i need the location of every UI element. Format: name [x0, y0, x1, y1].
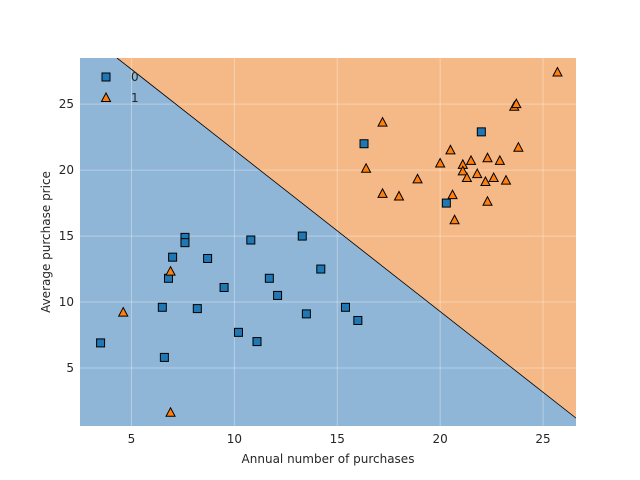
data-point-class-1: [500, 174, 512, 185]
data-point-class-0: [192, 304, 202, 314]
legend-label-class-1: 1: [131, 91, 139, 105]
data-point-class-0: [168, 252, 178, 262]
legend: 01: [100, 70, 139, 105]
data-point-class-0: [441, 198, 451, 208]
data-point-class-1: [393, 190, 405, 201]
data-point-class-1: [461, 171, 473, 183]
data-point-class-0: [273, 290, 283, 300]
data-point-class-0: [252, 337, 262, 347]
x-tick-label: 20: [433, 432, 448, 446]
data-point-class-1: [377, 187, 388, 198]
data-point-class-0: [157, 302, 167, 312]
legend-label-class-0: 0: [131, 70, 139, 84]
data-point-class-1: [445, 144, 456, 155]
data-point-class-0: [233, 327, 243, 337]
data-point-class-1: [449, 214, 460, 225]
data-point-class-1: [510, 98, 522, 109]
data-point-class-1: [117, 306, 129, 317]
legend-marker-class-1: [100, 91, 112, 102]
data-point-class-0: [180, 238, 190, 248]
data-point-class-1: [488, 171, 500, 183]
data-point-class-1: [457, 165, 469, 176]
data-point-class-0: [159, 352, 169, 362]
data-point-class-1: [377, 116, 388, 127]
y-tick-label: 20: [59, 163, 74, 177]
data-point-class-1: [412, 173, 423, 184]
x-axis-label: Annual number of purchases: [242, 452, 415, 466]
data-point-class-0: [301, 309, 311, 319]
data-point-class-0: [297, 231, 307, 241]
data-point-class-1: [552, 66, 563, 77]
y-axis-label: Average purchase price: [39, 171, 53, 313]
data-point-class-0: [219, 283, 229, 293]
data-point-class-1: [165, 265, 176, 276]
data-point-class-1: [480, 175, 491, 186]
data-point-class-0: [96, 338, 106, 348]
data-point-class-1: [494, 154, 506, 165]
data-point-class-1: [465, 154, 477, 165]
x-tick-label: 5: [128, 432, 136, 446]
y-axis-ticks: 5 10 15 20 25: [59, 97, 74, 375]
x-tick-label: 25: [535, 432, 550, 446]
y-tick-label: 15: [59, 229, 74, 243]
y-tick-label: 10: [59, 295, 74, 309]
data-point-class-1: [482, 152, 493, 163]
data-point-class-1: [471, 168, 483, 179]
data-point-class-1: [165, 406, 176, 417]
data-point-class-0: [476, 127, 486, 137]
data-point-class-1: [360, 162, 372, 173]
decision-region-class-0: [80, 58, 576, 426]
data-point-class-0: [264, 273, 274, 283]
data-point-class-1: [434, 157, 446, 168]
y-tick-label: 5: [66, 361, 74, 375]
data-point-class-1: [482, 195, 493, 206]
data-point-class-1: [447, 189, 458, 200]
data-markers: [96, 66, 563, 417]
legend-marker-class-0: [101, 72, 111, 82]
data-point-class-1: [513, 141, 524, 152]
grid-lines: [80, 58, 576, 426]
plot-area: [80, 58, 576, 426]
data-point-class-0: [316, 264, 326, 274]
data-point-class-0: [359, 139, 369, 149]
data-point-class-0: [203, 253, 213, 263]
x-tick-label: 15: [330, 432, 345, 446]
data-point-class-0: [340, 302, 350, 312]
decision-boundary-line: [116, 58, 576, 419]
data-point-class-0: [353, 315, 363, 325]
data-point-class-0: [246, 235, 256, 245]
x-axis-ticks: 5 10 15 20 25: [128, 432, 551, 446]
y-tick-label: 25: [59, 97, 74, 111]
x-tick-label: 10: [227, 432, 242, 446]
